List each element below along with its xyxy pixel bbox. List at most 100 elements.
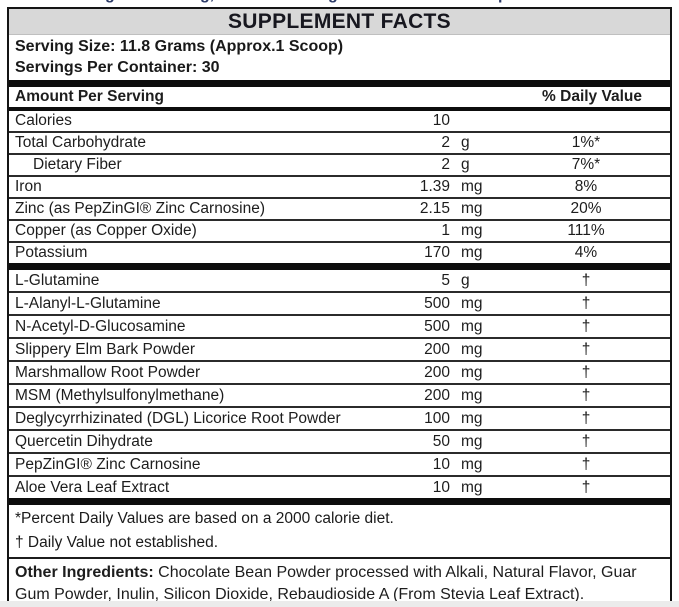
cell-amount: 100 [424,410,450,427]
cell-name: L-Alanyl-L-Glutamine [15,295,161,312]
table-row: Slippery Elm Bark Powder 200 mg † [9,337,670,360]
cell-dv: † [581,387,591,404]
footnote-percent-daily-value: *Percent Daily Values are based on a 200… [15,510,394,527]
header-amount-per-serving: Amount Per Serving [15,88,164,105]
cell-unit: mg [461,341,483,358]
cell-dv: † [581,410,591,427]
cell-amount: 10 [432,456,450,473]
cell-unit [450,111,502,131]
divider-thin-line [9,557,670,559]
clipped-text-fragment: g [105,0,115,4]
table-row: Calories 10 [9,111,670,131]
cell-amount: 200 [424,387,450,404]
serving-info: Serving Size: 11.8 Grams (Approx.1 Scoop… [9,35,670,80]
footnotes: *Percent Daily Values are based on a 200… [9,505,670,557]
cell-name: Copper (as Copper Oxide) [15,222,197,239]
table-row: Aloe Vera Leaf Extract 10 mg † [9,475,670,498]
table-row: PepZinGI® Zinc Carnosine 10 mg † [9,452,670,475]
cell-unit: mg [461,244,483,261]
cell-name: Slippery Elm Bark Powder [15,341,196,358]
clipped-text-strip: g g, g p [0,0,679,7]
other-ingredients-text: Chocolate Bean Powder processed with Alk… [15,564,637,603]
table-row: Potassium 170 mg 4% [9,241,670,263]
servings-per-container: Servings Per Container: 30 [15,59,220,76]
cell-unit: g [461,134,470,151]
cell-dv: 20% [570,200,602,217]
table-row: Iron 1.39 mg 8% [9,175,670,197]
cell-unit: mg [461,295,483,312]
cell-unit: mg [461,318,483,335]
bottom-page-strip [0,601,679,607]
cell-amount: 170 [424,244,450,261]
cell-dv: † [581,479,591,496]
divider-medium-bar [9,107,670,111]
cell-dv: 4% [574,244,598,261]
cell-name: Potassium [15,244,88,261]
table-row: Quercetin Dihydrate 50 mg † [9,429,670,452]
table-row: Deglycyrrhizinated (DGL) Licorice Root P… [9,406,670,429]
table-row: Total Carbohydrate 2 g 1%* [9,131,670,153]
divider-thick-bar [9,263,670,270]
cell-name: N-Acetyl-D-Glucosamine [15,318,186,335]
cell-dv: 7%* [571,156,601,173]
cell-unit: mg [461,433,483,450]
cell-amount: 200 [424,341,450,358]
clipped-text-fragment: p [498,0,508,4]
table-row: L-Alanyl-L-Glutamine 500 mg † [9,291,670,314]
botanicals-section: L-Glutamine 5 g † L-Alanyl-L-Glutamine 500 mg †… [9,270,670,498]
cell-dv [502,111,670,131]
cell-unit: mg [461,364,483,381]
other-ingredients-label: Other Ingredients: [15,564,154,581]
cell-name: Zinc (as PepZinGI® Zinc Carnosine) [15,200,266,217]
cell-dv: 111% [567,222,605,239]
cell-dv: † [581,456,591,473]
cell-name: Quercetin Dihydrate [15,433,153,450]
cell-amount: 1.39 [419,178,450,195]
header-daily-value: % Daily Value [542,88,642,105]
cell-amount: 2.15 [419,200,450,217]
cell-amount: 5 [441,272,450,289]
cell-unit: mg [461,178,483,195]
cell-unit: mg [461,456,483,473]
cell-name: Aloe Vera Leaf Extract [15,479,170,496]
cell-unit: g [461,156,470,173]
cell-name: Total Carbohydrate [15,134,146,151]
table-row: MSM (Methylsulfonylmethane) 200 mg † [9,383,670,406]
nutrients-section: Calories 10 Total Carbohydrate 2 g 1%* Dietary… [9,111,670,263]
divider-thick-bar [9,498,670,505]
cell-name: Calories [15,112,72,129]
cell-unit: mg [461,387,483,404]
cell-name: Marshmallow Root Powder [15,364,201,381]
cell-amount: 200 [424,364,450,381]
table-row: Copper (as Copper Oxide) 1 mg 111% [9,219,670,241]
cell-dv: † [581,295,591,312]
cell-dv: † [581,318,591,335]
cell-name: L-Glutamine [15,272,100,289]
divider-thick-bar [9,80,670,87]
table-header-row: Amount Per Serving % Daily Value [9,87,670,107]
footnote-dagger: † Daily Value not established. [15,534,219,551]
cell-unit: mg [461,479,483,496]
clipped-text-fragment: g [328,0,338,4]
supplement-facts-label: SUPPLEMENT FACTS Serving Size: 11.8 Gram… [7,7,672,603]
serving-size: Serving Size: 11.8 Grams (Approx.1 Scoop… [15,38,344,55]
cell-amount: 10 [432,479,450,496]
table-row: L-Glutamine 5 g † [9,270,670,291]
cell-name: Dietary Fiber [33,156,122,173]
cell-dv: † [581,272,591,289]
cell-dv: † [581,433,591,450]
cell-name: Deglycyrrhizinated (DGL) Licorice Root P… [15,410,341,427]
cell-amount: 10 [432,112,450,129]
cell-amount: 1 [441,222,450,239]
other-ingredients: Other Ingredients: Chocolate Bean Powder… [9,559,670,606]
cell-unit: mg [461,222,483,239]
clipped-text-fragment: g, [200,0,214,4]
cell-amount: 2 [441,156,450,173]
cell-amount: 500 [424,295,450,312]
cell-name: PepZinGI® Zinc Carnosine [15,456,201,473]
cell-dv: † [581,341,591,358]
cell-amount: 500 [424,318,450,335]
cell-dv: 1%* [571,134,601,151]
cell-name: Iron [15,178,42,195]
cell-dv: † [581,364,591,381]
